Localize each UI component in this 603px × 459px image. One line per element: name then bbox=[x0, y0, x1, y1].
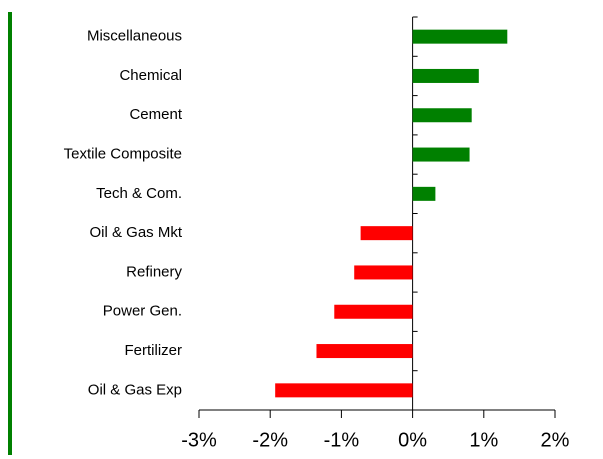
category-label: Miscellaneous bbox=[87, 28, 182, 45]
bar bbox=[412, 29, 508, 44]
x-tick-label: 1% bbox=[469, 429, 498, 451]
bar bbox=[275, 383, 413, 398]
x-tick-label: 2% bbox=[541, 429, 570, 451]
category-label: Oil & Gas Mkt bbox=[89, 224, 182, 241]
bar bbox=[412, 147, 470, 162]
category-label: Power Gen. bbox=[103, 303, 182, 320]
bar bbox=[412, 108, 472, 123]
category-label: Cement bbox=[129, 106, 182, 123]
x-tick-label: -2% bbox=[252, 429, 288, 451]
category-label: Oil & Gas Exp bbox=[88, 381, 182, 398]
category-label: Tech & Com. bbox=[96, 185, 182, 202]
category-label: Textile Composite bbox=[64, 146, 182, 163]
bar bbox=[334, 304, 413, 319]
x-tick-label: -3% bbox=[181, 429, 217, 451]
x-tick-label: -1% bbox=[324, 429, 360, 451]
bar bbox=[412, 68, 479, 83]
x-tick-label: 0% bbox=[398, 429, 427, 451]
bar bbox=[354, 265, 413, 280]
category-label: Refinery bbox=[126, 263, 182, 280]
bar bbox=[360, 226, 413, 241]
side-accent bbox=[8, 12, 12, 455]
bar bbox=[412, 186, 436, 201]
bar bbox=[316, 344, 413, 359]
category-label: Fertilizer bbox=[124, 342, 182, 359]
category-label: Chemical bbox=[119, 67, 182, 84]
